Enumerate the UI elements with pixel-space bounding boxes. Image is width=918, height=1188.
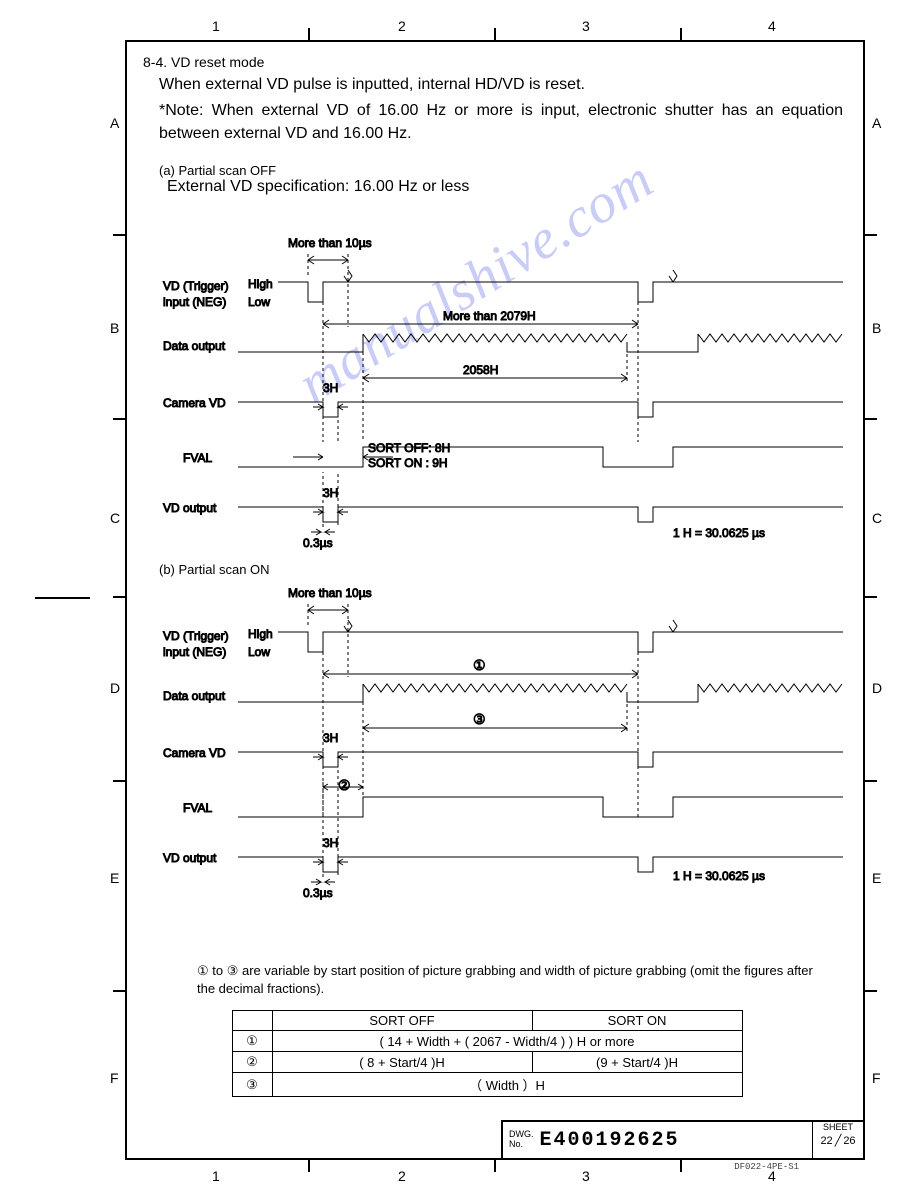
row-l-B: B bbox=[110, 320, 119, 336]
footer-code: DF022-4PE-S1 bbox=[734, 1162, 799, 1172]
svg-text:input (NEG): input (NEG) bbox=[163, 645, 226, 659]
row-l-E: E bbox=[110, 870, 119, 886]
sheet-frac: 22╱26 bbox=[813, 1132, 863, 1147]
svg-text:More than 2079H: More than 2079H bbox=[443, 309, 536, 323]
svg-text:FVAL: FVAL bbox=[183, 801, 212, 815]
dwg-lbl1: DWG. bbox=[509, 1129, 534, 1139]
svg-text:input (NEG): input (NEG) bbox=[163, 295, 226, 309]
svg-text:Low: Low bbox=[248, 295, 270, 309]
svg-text:Camera VD: Camera VD bbox=[163, 746, 226, 760]
svg-text:3H: 3H bbox=[323, 486, 338, 500]
drawing-frame: manualshive.com 8-4. VD reset mode When … bbox=[125, 40, 865, 1160]
svg-text:More than 10µs: More than 10µs bbox=[288, 236, 372, 250]
svg-text:VD (Trigger): VD (Trigger) bbox=[163, 629, 229, 643]
svg-text:3H: 3H bbox=[323, 381, 338, 395]
svg-text:2058H: 2058H bbox=[463, 363, 498, 377]
note: ① to ③ are variable by start position of… bbox=[197, 962, 817, 998]
col-bot-1: 1 bbox=[212, 1168, 220, 1184]
dwg-number: E400192625 bbox=[540, 1129, 680, 1152]
page: 1 2 3 4 1 2 3 4 A B C D E F A B C D E F … bbox=[0, 0, 918, 1188]
svg-text:1 H = 30.0625 µs: 1 H = 30.0625 µs bbox=[673, 869, 765, 883]
col-top-2: 2 bbox=[398, 18, 406, 34]
svg-text:0.3µs: 0.3µs bbox=[303, 886, 333, 900]
row-l-D: D bbox=[110, 680, 120, 696]
row-l-C: C bbox=[110, 510, 120, 526]
svg-text:VD (Trigger): VD (Trigger) bbox=[163, 279, 229, 293]
row-r-C: C bbox=[872, 510, 882, 526]
svg-text:②: ② bbox=[338, 777, 351, 793]
svg-text:①: ① bbox=[473, 657, 486, 673]
a-title: (a) Partial scan OFF bbox=[159, 163, 843, 178]
svg-text:Data output: Data output bbox=[163, 689, 226, 703]
header-p2: *Note: When external VD of 16.00 Hz or m… bbox=[159, 100, 843, 145]
col-bot-2: 2 bbox=[398, 1168, 406, 1184]
header-block: 8-4. VD reset mode When external VD puls… bbox=[143, 54, 843, 196]
timing-diagram-b: VD (Trigger) input (NEG) High Low Data o… bbox=[143, 582, 863, 902]
svg-text:Camera VD: Camera VD bbox=[163, 396, 226, 410]
svg-text:3H: 3H bbox=[323, 731, 338, 745]
svg-text:High: High bbox=[248, 277, 273, 291]
timing-diagram-a: VD (Trigger) input (NEG) High Low Data o… bbox=[143, 232, 863, 552]
col-top-4: 4 bbox=[768, 18, 776, 34]
row-l-F: F bbox=[110, 1070, 119, 1086]
a-spec: External VD specification: 16.00 Hz or l… bbox=[167, 178, 843, 196]
b-title: (b) Partial scan ON bbox=[159, 562, 270, 577]
svg-text:SORT OFF: 8H: SORT OFF: 8H bbox=[368, 441, 450, 455]
svg-text:③: ③ bbox=[473, 711, 486, 727]
row-r-F: F bbox=[872, 1070, 881, 1086]
svg-text:VD output: VD output bbox=[163, 851, 217, 865]
dwg-lbl2: No. bbox=[509, 1139, 523, 1149]
svg-text:0.3µs: 0.3µs bbox=[303, 536, 333, 550]
svg-text:Data output: Data output bbox=[163, 339, 226, 353]
col-bot-3: 3 bbox=[582, 1168, 590, 1184]
svg-text:SORT ON : 9H: SORT ON : 9H bbox=[368, 456, 448, 470]
sheet-lbl: SHEET bbox=[813, 1122, 863, 1132]
row-r-D: D bbox=[872, 680, 882, 696]
row-r-A: A bbox=[872, 115, 881, 131]
header-p1: When external VD pulse is inputted, inte… bbox=[159, 74, 843, 96]
row-r-E: E bbox=[872, 870, 881, 886]
svg-text:VD output: VD output bbox=[163, 501, 217, 515]
col-top-3: 3 bbox=[582, 18, 590, 34]
row-r-B: B bbox=[872, 320, 881, 336]
svg-text:3H: 3H bbox=[323, 836, 338, 850]
row-l-A: A bbox=[110, 115, 119, 131]
svg-text:Low: Low bbox=[248, 645, 270, 659]
title-block: DWG. No. E400192625 SHEET 22╱26 bbox=[501, 1120, 863, 1158]
formula-table: SORT OFF SORT ON ① ( 14 + Width + ( 2067… bbox=[232, 1010, 743, 1097]
col-top-1: 1 bbox=[212, 18, 220, 34]
svg-text:FVAL: FVAL bbox=[183, 451, 212, 465]
table-wrap: SORT OFF SORT ON ① ( 14 + Width + ( 2067… bbox=[197, 1010, 777, 1097]
svg-text:More than 10µs: More than 10µs bbox=[288, 586, 372, 600]
svg-text:1 H = 30.0625 µs: 1 H = 30.0625 µs bbox=[673, 526, 765, 540]
section-title: 8-4. VD reset mode bbox=[143, 54, 843, 70]
svg-text:High: High bbox=[248, 627, 273, 641]
